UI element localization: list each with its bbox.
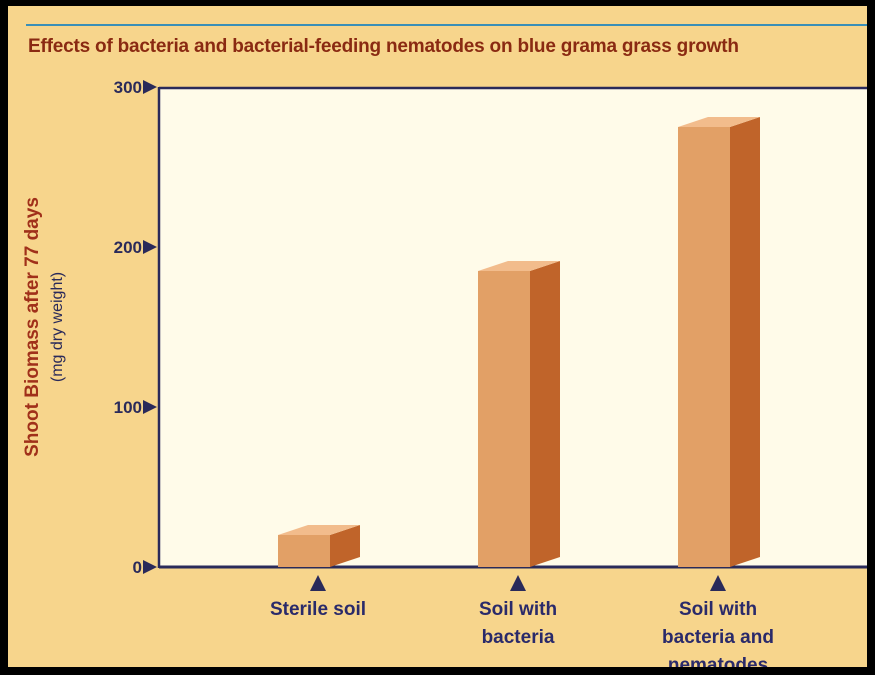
x-category-label: Soil with bbox=[679, 599, 757, 620]
bar-group bbox=[278, 117, 760, 567]
chart-title: Effects of bacteria and bacterial-feedin… bbox=[28, 36, 739, 57]
x-category-label: bacteria and bbox=[662, 627, 774, 648]
x-category-label: Soil with bbox=[479, 599, 557, 620]
y-tick-marker bbox=[143, 560, 157, 574]
bar-side bbox=[530, 261, 560, 567]
x-category-group: Sterile soil Soil with bacteria Soil with ba… bbox=[270, 575, 774, 667]
y-tick-marker bbox=[143, 400, 157, 414]
y-axis-label-group: Shoot Biomass after 77 days (mg dry weig… bbox=[22, 197, 66, 457]
y-tick-label: 300 bbox=[114, 78, 142, 97]
bar-front bbox=[478, 271, 530, 567]
chart-panel: Effects of bacteria and bacterial-feedin… bbox=[8, 6, 867, 667]
bar-side bbox=[330, 525, 360, 567]
x-category-label: Sterile soil bbox=[270, 599, 366, 620]
bar-side bbox=[730, 117, 760, 567]
y-tick-group: 0 100 200 300 bbox=[114, 78, 157, 577]
y-tick-marker bbox=[143, 240, 157, 254]
bar-top bbox=[478, 261, 560, 271]
accent-rule bbox=[26, 24, 867, 26]
x-category-marker bbox=[710, 575, 726, 591]
bar-chart: 0 100 200 300 Sterile soil Soil with bacteria… bbox=[22, 78, 867, 667]
x-category-marker bbox=[510, 575, 526, 591]
bar-front bbox=[678, 127, 730, 567]
x-category-label: nematodes bbox=[668, 655, 768, 667]
x-category-label: bacteria bbox=[482, 627, 555, 648]
y-axis-label: Shoot Biomass after 77 days bbox=[22, 197, 43, 457]
bar-top bbox=[678, 117, 760, 127]
y-tick-label: 0 bbox=[133, 558, 142, 577]
y-axis-sublabel: (mg dry weight) bbox=[49, 272, 66, 382]
y-tick-label: 100 bbox=[114, 398, 142, 417]
bar-top bbox=[278, 525, 360, 535]
y-tick-label: 200 bbox=[114, 238, 142, 257]
x-category-marker bbox=[310, 575, 326, 591]
bar-front bbox=[278, 535, 330, 567]
y-tick-marker bbox=[143, 80, 157, 94]
